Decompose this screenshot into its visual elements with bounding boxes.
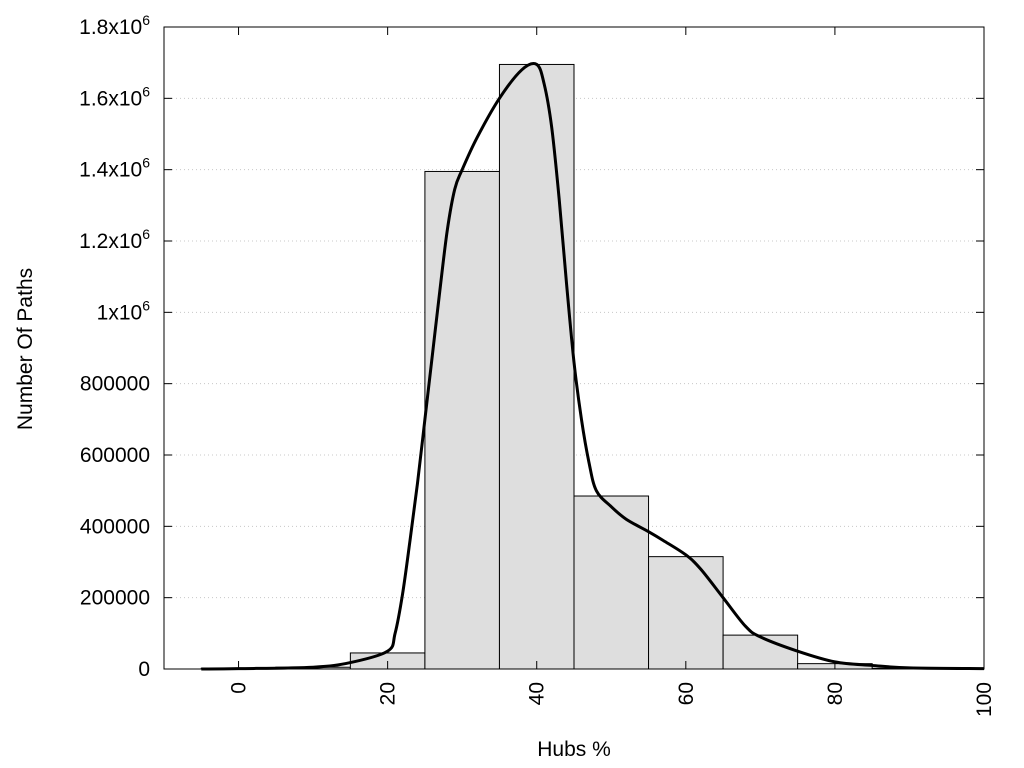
x-tick-label: 20 [377, 682, 400, 705]
density-curve-group [201, 61, 985, 671]
y-tick-label: 1.8x106 [79, 12, 150, 39]
y-tick-label: 1x106 [97, 297, 151, 324]
y-tick-label: 1.2x106 [79, 226, 150, 253]
plot-frame [163, 26, 985, 670]
y-tick-label: 400000 [80, 515, 150, 538]
y-tick-label: 800000 [80, 373, 150, 396]
histogram-bar [722, 634, 799, 670]
histogram-bar [648, 556, 724, 670]
y-tick-label: 600000 [80, 444, 150, 467]
x-tick-label: 80 [824, 682, 847, 705]
y-tick-label: 200000 [80, 587, 150, 610]
x-tick-labels: 0 20 40 60 80 100 [228, 682, 996, 717]
grid-lines [164, 97, 984, 599]
x-axis-title: Hubs % [537, 738, 611, 761]
x-tick-label: 60 [675, 682, 698, 705]
histogram-bar [498, 63, 575, 670]
y-tick-labels: 0 200000 400000 600000 800000 1x106 1.2x106 1.4… [79, 12, 150, 681]
histogram-bars [200, 63, 948, 670]
axis-ticks [164, 26, 985, 670]
histogram-bar [424, 170, 500, 670]
density-curve [201, 61, 985, 671]
x-tick-label: 0 [228, 682, 251, 694]
x-tick-label: 100 [973, 682, 996, 717]
y-tick-label: 1.6x106 [79, 83, 150, 110]
y-tick-label: 0 [138, 658, 150, 681]
y-axis-title: Number Of Paths [14, 268, 37, 430]
y-tick-label: 1.4x106 [79, 155, 150, 182]
x-tick-label: 40 [526, 682, 549, 705]
histogram-bar [573, 495, 650, 670]
